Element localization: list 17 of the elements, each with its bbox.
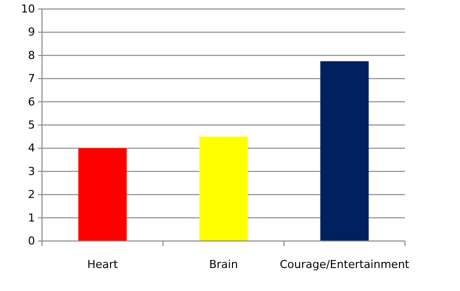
bar: [320, 61, 369, 241]
x-tick-label: Courage/Entertainment: [280, 258, 410, 271]
bar: [199, 136, 248, 241]
y-tick-label: 7: [28, 72, 35, 86]
y-tick-label: 2: [28, 188, 35, 202]
y-tick-label: 5: [28, 118, 35, 132]
bar: [78, 148, 127, 241]
y-tick-label: 3: [28, 164, 35, 178]
y-tick-label: 8: [28, 48, 35, 62]
y-tick-label: 10: [21, 2, 35, 16]
x-tick-label: Brain: [209, 258, 238, 271]
y-tick-label: 9: [28, 26, 35, 39]
y-tick-label: 4: [28, 142, 35, 155]
y-tick-label: 1: [28, 211, 35, 224]
x-tick-label: Heart: [87, 258, 118, 271]
y-tick-label: 0: [28, 234, 35, 248]
y-tick-label: 6: [28, 95, 35, 108]
